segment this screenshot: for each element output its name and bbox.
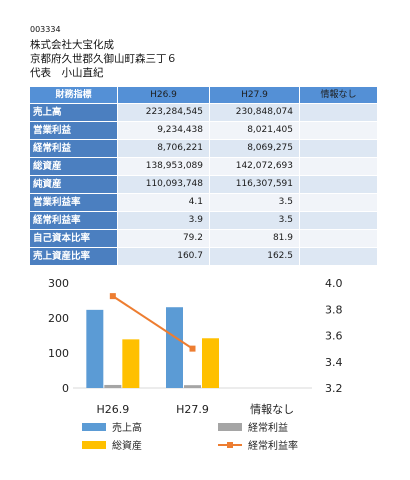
legend-swatch [218,423,242,431]
row-label: 売上資産比率 [30,248,118,266]
bar-series-2-category-1 [202,338,219,388]
value-h27: 142,072,693 [210,158,300,176]
table-header-row: 財務指標 H26.9 H27.9 情報なし [30,87,378,104]
company-code: 003334 [30,25,61,34]
header-cell-h27: H27.9 [210,87,300,104]
legend-label: 総資産 [112,439,142,452]
combo-chart: 0 100 200 300 3.2 3.4 3.6 3.8 4.0 H26.9 H27.9 情報なし売… [48,277,343,452]
row-label: 営業利益 [30,122,118,140]
row-label: 売上高 [30,104,118,122]
row-label: 総資産 [30,158,118,176]
left-axis-tick-label: 0 [62,382,69,395]
value-h27: 162.5 [210,248,300,266]
value-h27: 8,021,405 [210,122,300,140]
table-row-ordinary-margin: 経常利益率 3.9 3.5 [30,212,378,230]
line-series-3 [112,295,194,350]
value-no-info [300,158,378,176]
right-axis-tick-label: 3.2 [325,382,343,395]
table-row-total-assets: 総資産 138,953,089 142,072,693 [30,158,378,176]
right-axis-tick-label: 3.6 [325,330,343,343]
value-h27: 8,069,275 [210,140,300,158]
table-row-equity-ratio: 自己資本比率 79.2 81.9 [30,230,378,248]
row-label: 経常利益 [30,140,118,158]
header-cell-indicator: 財務指標 [30,87,118,104]
right-axis-tick-label: 3.4 [325,356,343,369]
right-axis-tick-label: 4.0 [325,277,343,290]
company-address: 京都府久世郡久御山町森三丁６ [30,53,177,65]
row-label: 営業利益率 [30,194,118,212]
table-row-operating-margin: 営業利益率 4.1 3.5 [30,194,378,212]
value-h26: 8,706,221 [118,140,210,158]
left-axis-tick-label: 200 [48,312,69,325]
bar-series-1-category-1 [184,385,201,388]
table-row-operating-profit: 営業利益 9,234,438 8,021,405 [30,122,378,140]
legend-swatch [82,423,106,431]
value-no-info [300,248,378,266]
value-h26: 138,953,089 [118,158,210,176]
bar-series-2-category-0 [122,339,140,388]
financial-table: 財務指標 H26.9 H27.9 情報なし 売上高 223,284,545 23… [30,87,378,266]
value-h26: 110,093,748 [118,176,210,194]
row-label: 自己資本比率 [30,230,118,248]
line-marker-series-3-point-0 [109,293,116,300]
category-label: H27.9 [176,403,209,416]
table-row-sales-asset-ratio: 売上資産比率 160.7 162.5 [30,248,378,266]
value-h26: 3.9 [118,212,210,230]
legend-label: 経常利益率 [248,439,298,452]
table-row-ordinary-profit: 経常利益 8,706,221 8,069,275 [30,140,378,158]
legend-marker-swatch [227,442,233,448]
value-h27: 3.5 [210,194,300,212]
line-marker-series-3-point-1 [189,345,196,352]
company-representative: 代表 小山直紀 [30,67,104,79]
bar-series-0-category-0 [86,309,104,388]
header-cell-no-info: 情報なし [300,87,378,104]
header-cell-h26: H26.9 [118,87,210,104]
legend-swatch [82,441,106,449]
value-h26: 79.2 [118,230,210,248]
value-h26: 9,234,438 [118,122,210,140]
table-row-sales: 売上高 223,284,545 230,848,074 [30,104,378,122]
value-no-info [300,104,378,122]
value-no-info [300,122,378,140]
value-h26: 160.7 [118,248,210,266]
value-h27: 3.5 [210,212,300,230]
value-no-info [300,194,378,212]
right-axis-tick-label: 3.8 [325,303,343,316]
value-no-info [300,212,378,230]
value-no-info [300,140,378,158]
value-no-info [300,176,378,194]
row-label: 純資産 [30,176,118,194]
table-row-net-assets: 純資産 110,093,748 116,307,591 [30,176,378,194]
left-axis-tick-label: 100 [48,347,69,360]
value-h27: 81.9 [210,230,300,248]
value-no-info [300,230,378,248]
company-name: 株式会社大宝化成 [30,39,114,51]
bar-series-0-category-1 [166,307,183,388]
category-label: H26.9 [96,403,129,416]
bar-series-1-category-0 [104,384,122,388]
legend-label: 売上高 [112,421,142,434]
left-axis-tick-label: 300 [48,277,69,290]
value-h27: 116,307,591 [210,176,300,194]
value-h26: 223,284,545 [118,104,210,122]
legend-label: 経常利益 [248,421,288,434]
value-h26: 4.1 [118,194,210,212]
value-h27: 230,848,074 [210,104,300,122]
row-label: 経常利益率 [30,212,118,230]
category-label: 情報なし [250,403,294,416]
